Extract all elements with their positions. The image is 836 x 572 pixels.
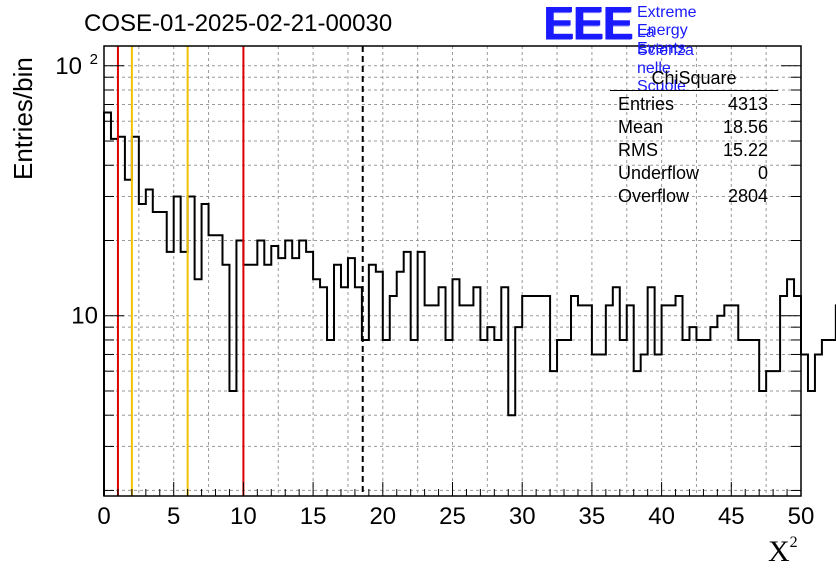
stats-row-overflow: Overflow 2804 bbox=[610, 185, 778, 208]
logo-line-1: Extreme Energy Events bbox=[637, 4, 697, 57]
x-axis-label-base: X bbox=[768, 535, 790, 568]
stats-separator bbox=[610, 90, 778, 91]
x-tick-label: 25 bbox=[439, 503, 466, 530]
x-tick-label: 35 bbox=[579, 503, 606, 530]
stats-row-mean: Mean 18.56 bbox=[610, 116, 778, 139]
stats-row-rms: RMS 15.22 bbox=[610, 139, 778, 162]
x-tick-label: 30 bbox=[509, 503, 536, 530]
stats-title: ChiSquare bbox=[651, 68, 737, 88]
chart-title: COSE-01-2025-02-21-00030 bbox=[84, 10, 393, 37]
x-tick-label: 5 bbox=[167, 503, 180, 530]
x-axis-label-sup: 2 bbox=[789, 534, 798, 551]
x-tick-label: 10 bbox=[230, 503, 257, 530]
stats-row-entries: Entries 4313 bbox=[610, 93, 778, 116]
x-tick-label: 50 bbox=[788, 503, 815, 530]
x-tick-label: 20 bbox=[369, 503, 396, 530]
eee-logo-mark: EEE bbox=[543, 0, 633, 49]
x-tick-label: 0 bbox=[97, 503, 110, 530]
stats-label: RMS bbox=[618, 140, 658, 160]
stats-value: 18.56 bbox=[722, 117, 768, 137]
stats-label: Entries bbox=[618, 94, 675, 114]
y-axis-label: Entries/bin bbox=[8, 57, 38, 180]
histogram-outline bbox=[103, 111, 836, 496]
y-tick-label: 10 bbox=[71, 303, 98, 330]
stats-value: 15.22 bbox=[722, 140, 768, 160]
x-axis-label: X2 bbox=[768, 534, 798, 569]
axis-ticks bbox=[103, 65, 802, 496]
stats-label: Mean bbox=[618, 117, 664, 137]
stats-label: Overflow bbox=[618, 186, 690, 206]
y-tick-label-exponent: 2 bbox=[90, 51, 98, 68]
x-tick-label: 45 bbox=[718, 503, 745, 530]
stats-row-underflow: Underflow 0 bbox=[610, 162, 778, 185]
stats-box: ChiSquare Entries 4313 Mean 18.56 RMS 15.22… bbox=[610, 66, 778, 208]
stats-value: 0 bbox=[757, 163, 768, 183]
reference-lines bbox=[116, 46, 364, 496]
stats-value: 4313 bbox=[727, 94, 768, 114]
x-tick-label: 15 bbox=[300, 503, 327, 530]
y-tick-label: 10 bbox=[55, 53, 82, 80]
axis-tick-labels: 0 5 10 15 20 25 30 35 40 45 50 10 10 2 bbox=[55, 51, 814, 530]
stats-label: Underflow bbox=[618, 163, 700, 183]
stats-value: 2804 bbox=[727, 186, 768, 206]
x-tick-label: 40 bbox=[648, 503, 675, 530]
